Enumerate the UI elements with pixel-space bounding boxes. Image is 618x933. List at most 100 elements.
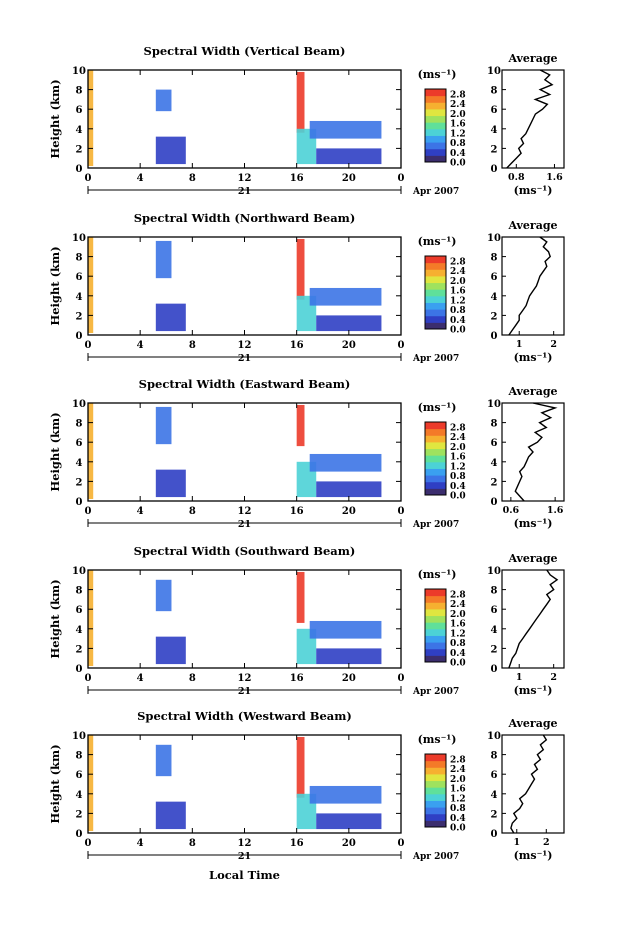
colorbar-swatch xyxy=(425,760,446,768)
x-tick-label: 8 xyxy=(189,173,196,184)
heat-block xyxy=(316,481,382,498)
y-tick-label: 0 xyxy=(76,829,83,840)
x-tick-label: 4 xyxy=(137,173,144,184)
heat-block xyxy=(155,579,172,612)
panel-title: Spectral Width (Southward Beam) xyxy=(134,544,356,558)
colorbar-swatch xyxy=(425,128,446,136)
average-frame xyxy=(501,734,565,834)
colorbar-swatch xyxy=(425,95,446,103)
date-label: Apr 2007 xyxy=(412,354,459,364)
date-label: Apr 2007 xyxy=(412,852,459,862)
y-tick-label: 10 xyxy=(72,233,86,244)
x-tick-label: 16 xyxy=(290,340,304,351)
y-tick-label: 0 xyxy=(76,164,83,175)
colorbar-tick-label: 0.0 xyxy=(450,326,466,336)
y-tick-label: 2 xyxy=(76,477,83,488)
y-tick-label: 4 xyxy=(76,790,83,801)
avg-y-tick-label: 6 xyxy=(491,605,498,616)
heat-block xyxy=(309,120,382,139)
panel-title: Spectral Width (Westward Beam) xyxy=(137,709,352,723)
heat-block xyxy=(296,736,305,798)
colorbar-swatch xyxy=(425,148,446,156)
x-tick-label: 0 xyxy=(398,506,405,517)
colorbar-tick-label: 2.4 xyxy=(450,765,466,775)
colorbar-swatch xyxy=(425,754,446,762)
y-tick-label: 6 xyxy=(76,770,83,781)
colorbar-tick-label: 1.6 xyxy=(450,453,466,463)
average-frame xyxy=(501,569,565,669)
colorbar-tick-label: 1.6 xyxy=(450,120,466,130)
colorbar-tick-label: 2.0 xyxy=(450,775,466,785)
x-tick-label: 20 xyxy=(342,506,356,517)
avg-y-tick-label: 0 xyxy=(491,164,498,175)
heat-block xyxy=(88,403,94,500)
heat-block xyxy=(155,136,186,165)
avg-y-tick-label: 6 xyxy=(491,105,498,116)
y-tick-label: 10 xyxy=(72,731,86,742)
colorbar-tick-label: 0.8 xyxy=(450,306,466,316)
avg-y-tick-label: 4 xyxy=(491,458,498,469)
avg-y-tick-label: 8 xyxy=(491,419,498,430)
colorbar-tick-label: 2.8 xyxy=(450,423,466,433)
colorbar-swatch xyxy=(425,813,446,821)
colorbar-tick-label: 0.4 xyxy=(450,814,466,824)
y-tick-label: 4 xyxy=(76,125,83,136)
colorbar-frame xyxy=(424,753,447,828)
panel-title: Spectral Width (Vertical Beam) xyxy=(144,44,346,58)
colorbar-swatch xyxy=(425,102,446,110)
heat-block xyxy=(316,813,382,830)
colorbar-swatch xyxy=(425,269,446,277)
y-tick-label: 10 xyxy=(72,66,86,77)
average-title: Average xyxy=(507,385,557,398)
x-tick-label: 12 xyxy=(238,838,252,849)
avg-x-tick-label: 1.6 xyxy=(547,505,564,516)
date-label: Apr 2007 xyxy=(412,687,459,697)
average-title: Average xyxy=(507,717,557,730)
colorbar-tick-label: 2.0 xyxy=(450,443,466,453)
avg-y-tick-label: 8 xyxy=(491,253,498,264)
colorbar-tick-label: 2.8 xyxy=(450,90,466,100)
avg-x-tick-label: 2 xyxy=(550,339,557,350)
colorbar-tick-label: 0.0 xyxy=(450,659,466,669)
avg-y-tick-label: 0 xyxy=(491,497,498,508)
x-tick-label: 0 xyxy=(85,173,92,184)
colorbar-swatch xyxy=(425,820,446,828)
colorbar-swatch xyxy=(425,135,446,143)
x-tick-label: 20 xyxy=(342,673,356,684)
heat-block xyxy=(155,89,172,112)
y-tick-label: 0 xyxy=(76,331,83,342)
x-tick-label: 16 xyxy=(290,673,304,684)
panel-2: Spectral Width (Eastward Beam) 0 2 4 6 8 10 Hei… xyxy=(48,377,565,530)
heat-block xyxy=(155,801,186,830)
avg-y-tick-label: 0 xyxy=(491,829,498,840)
heat-block xyxy=(296,238,305,300)
x-tick-label: 16 xyxy=(290,173,304,184)
y-tick-label: 4 xyxy=(76,458,83,469)
heat-block xyxy=(316,315,382,332)
avg-y-tick-label: 10 xyxy=(487,731,501,742)
x-tick-label: 8 xyxy=(189,340,196,351)
y-tick-label: 6 xyxy=(76,605,83,616)
colorbar-swatch xyxy=(425,787,446,795)
colorbar-swatch xyxy=(425,262,446,270)
day-label: 21 xyxy=(238,686,251,697)
x-tick-label: 20 xyxy=(342,838,356,849)
colorbar-swatch xyxy=(425,773,446,782)
colorbar-swatch xyxy=(425,422,446,430)
colorbar-frame xyxy=(424,255,447,330)
heat-block xyxy=(155,303,186,332)
average-units: (ms⁻¹) xyxy=(514,684,553,697)
colorbar-swatch xyxy=(425,793,446,801)
colorbar-swatch xyxy=(425,461,446,469)
colorbar-swatch xyxy=(425,289,446,297)
x-tick-label: 8 xyxy=(189,838,196,849)
heat-block xyxy=(155,744,172,777)
avg-x-tick-label: 1 xyxy=(516,672,523,683)
colorbar-swatch xyxy=(425,648,446,656)
colorbar-units: (ms⁻¹) xyxy=(418,68,457,81)
colorbar-swatch xyxy=(425,635,446,643)
heat-block xyxy=(88,570,94,667)
colorbar-swatch xyxy=(425,155,446,163)
heat-block xyxy=(155,240,172,279)
y-tick-label: 0 xyxy=(76,497,83,508)
